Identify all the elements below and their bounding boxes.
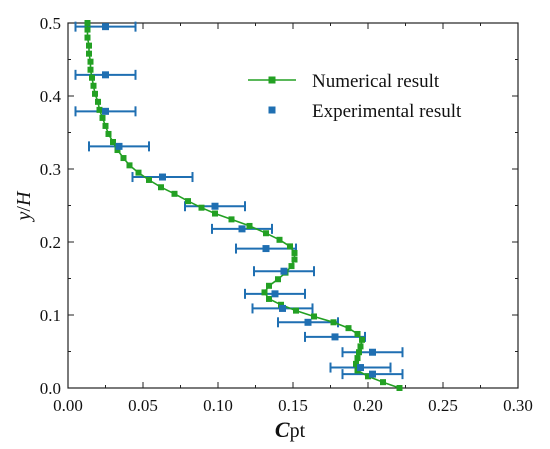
numerical-point xyxy=(345,325,352,332)
numerical-point xyxy=(110,138,116,145)
experimental-point xyxy=(115,142,123,150)
experimental-point xyxy=(304,318,312,326)
x-tick-labels: 0.00 0.05 0.10 0.15 0.20 0.25 0.30 xyxy=(53,396,533,415)
experimental-point xyxy=(280,267,288,275)
numerical-point xyxy=(380,379,386,386)
numerical-point xyxy=(263,230,269,237)
numerical-point xyxy=(158,184,164,191)
x-tick-label: 0.25 xyxy=(428,396,458,415)
numerical-point xyxy=(228,216,235,223)
numerical-point xyxy=(354,330,361,337)
numerical-point xyxy=(275,276,281,283)
numerical-point xyxy=(114,147,121,154)
legend: Numerical result Experimental result xyxy=(248,71,462,122)
numerical-point xyxy=(330,319,337,326)
experimental-point xyxy=(102,71,109,79)
y-tick-labels: 0.0 0.1 0.2 0.3 0.4 0.5 xyxy=(40,14,62,398)
experimental-point xyxy=(102,23,109,31)
legend-experimental-label: Experimental result xyxy=(312,101,462,122)
experimental-series xyxy=(102,23,376,378)
numerical-point xyxy=(278,301,284,308)
x-tick-label: 0.10 xyxy=(203,396,233,415)
numerical-point xyxy=(102,122,109,129)
numerical-point xyxy=(354,355,361,362)
numerical-point xyxy=(212,210,218,217)
experimental-point xyxy=(238,225,246,233)
experimental-point xyxy=(102,107,109,115)
numerical-point xyxy=(84,34,91,41)
numerical-point xyxy=(266,295,272,302)
numerical-point xyxy=(105,130,112,137)
numerical-point xyxy=(99,114,106,121)
x-tick-label: 0.00 xyxy=(53,396,83,415)
x-tick-label: 0.20 xyxy=(353,396,383,415)
numerical-point xyxy=(87,66,94,73)
numerical-point xyxy=(86,42,92,49)
numerical-point xyxy=(86,50,92,57)
numerical-point xyxy=(276,236,283,243)
numerical-point xyxy=(95,98,101,105)
numerical-point xyxy=(96,106,103,113)
y-axis-label: y/H xyxy=(13,190,35,222)
numerical-point xyxy=(146,176,152,183)
legend-experimental-marker xyxy=(268,106,276,114)
numerical-point xyxy=(185,198,191,205)
y-tick-label: 0.1 xyxy=(40,306,61,325)
numerical-point xyxy=(89,74,95,81)
numerical-point xyxy=(266,282,272,289)
x-axis-label-main: C xyxy=(275,417,290,442)
legend-numerical-marker xyxy=(268,76,276,84)
y-tick-label: 0.0 xyxy=(40,379,61,398)
numerical-point xyxy=(171,190,178,197)
x-axis-label: Cpt xyxy=(275,417,306,442)
numerical-point xyxy=(353,360,359,367)
numerical-point xyxy=(396,385,403,391)
numerical-series xyxy=(84,20,403,391)
numerical-point xyxy=(246,222,253,229)
experimental-point xyxy=(357,364,364,372)
x-tick-label: 0.30 xyxy=(503,396,533,415)
legend-numerical-label: Numerical result xyxy=(312,71,440,92)
numerical-point xyxy=(261,289,268,296)
y-axis-label-sep: / xyxy=(13,206,35,212)
x-axis-label-sub: pt xyxy=(290,420,306,442)
numerical-point xyxy=(291,249,298,256)
numerical-point xyxy=(365,373,371,380)
numerical-point xyxy=(356,349,362,356)
y-tick-label: 0.3 xyxy=(40,160,61,179)
numerical-point xyxy=(287,243,293,250)
x-tick-label: 0.05 xyxy=(128,396,158,415)
numerical-point xyxy=(126,162,133,169)
experimental-point xyxy=(271,290,279,298)
numerical-point xyxy=(311,313,317,320)
numerical-point xyxy=(90,82,97,89)
y-tick-label: 0.2 xyxy=(40,233,61,252)
experimental-point xyxy=(159,173,166,181)
numerical-point xyxy=(198,204,205,211)
numerical-point xyxy=(120,155,127,162)
experimental-point xyxy=(331,333,339,341)
x-tick-label: 0.15 xyxy=(278,396,308,415)
numerical-point xyxy=(359,336,365,343)
experimental-point xyxy=(369,348,376,356)
experimental-point xyxy=(211,202,219,210)
numerical-point xyxy=(84,26,91,33)
y-tick-label: 0.5 xyxy=(40,14,61,33)
experimental-point xyxy=(279,304,286,312)
y-axis-label-y: y xyxy=(13,211,35,222)
y-tick-label: 0.4 xyxy=(40,87,62,106)
experimental-point xyxy=(262,245,270,253)
numerical-point xyxy=(135,169,142,176)
numerical-point xyxy=(87,58,94,65)
numerical-point xyxy=(293,307,299,314)
numerical-point xyxy=(288,263,295,270)
experimental-point xyxy=(369,370,376,378)
numerical-point xyxy=(291,256,298,263)
y-axis-label-h: H xyxy=(13,190,35,207)
numerical-point xyxy=(357,343,364,350)
numerical-point xyxy=(92,90,98,97)
numerical-point xyxy=(84,20,91,26)
